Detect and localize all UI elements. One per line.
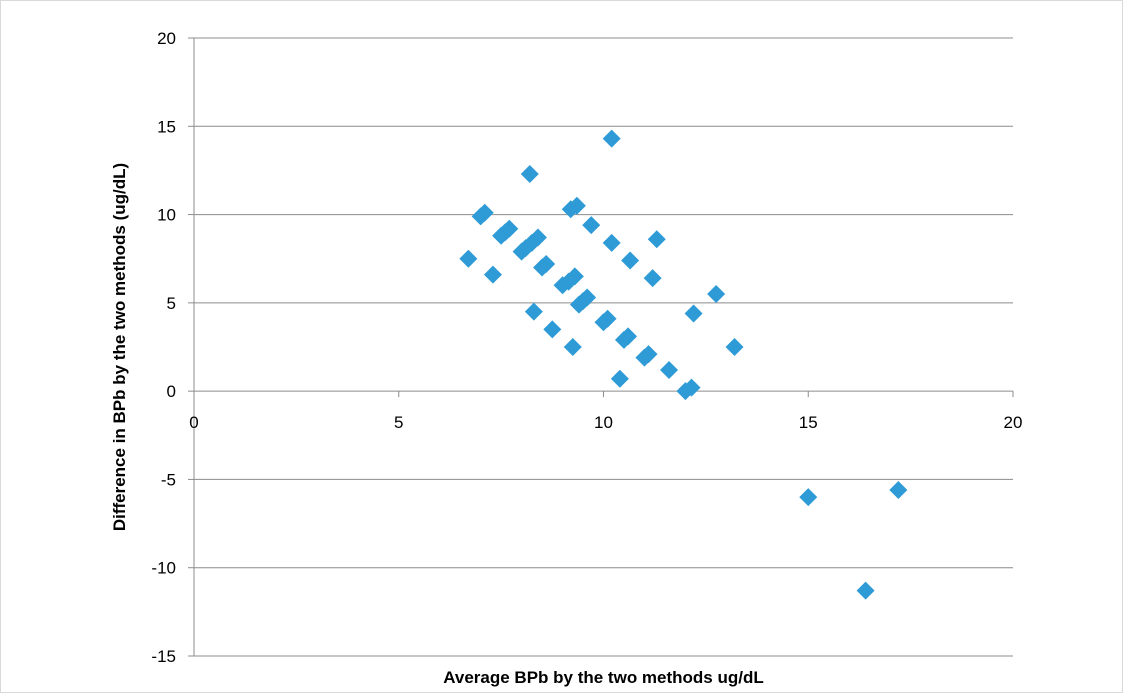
data-point [647,230,666,249]
gridlines [194,37,1013,657]
data-point [682,378,701,397]
data-point [483,265,502,284]
data-point [643,269,662,288]
data-point [543,320,562,339]
data-point [856,581,875,600]
data-point [619,327,638,346]
data-point [567,196,586,215]
data-point [684,304,703,323]
data-point [660,360,679,379]
data-point [565,267,584,286]
data-point [475,203,494,222]
y-tick-labels: -15 -10 -5 0 5 10 15 20 [151,29,176,666]
data-point [563,338,582,356]
x-tick-label: 15 [799,413,818,432]
x-tick-labels: 0 5 10 15 20 [189,413,1022,432]
y-tick-label: 20 [157,29,176,48]
data-point [889,481,908,500]
data-point [707,285,726,304]
data-point [528,228,547,247]
data-point [621,251,640,270]
y-tick-label: -5 [161,470,176,489]
y-axis-title: Difference in BPb by the two methods (ug… [110,163,129,531]
x-tick-label: 0 [189,413,198,432]
data-point [500,219,519,238]
data-point [610,369,629,388]
y-tick-label: 0 [167,382,176,401]
data-point [459,249,478,268]
data-point [799,488,818,507]
x-tick-label: 20 [1004,413,1023,432]
data-point [598,309,617,328]
x-tick-label: 5 [394,413,403,432]
data-point [537,255,556,274]
data-point [520,164,539,183]
y-tick-label: -10 [151,559,176,578]
data-point [602,129,621,148]
data-point [725,338,744,356]
data-point [582,216,601,235]
y-tick-label: 10 [157,206,176,225]
data-point [578,288,597,307]
data-point [524,302,543,321]
x-tick-label: 10 [594,413,613,432]
data-points [459,129,908,600]
x-axis-title: Average BPb by the two methods ug/dL [443,668,764,687]
y-tick-label: 5 [167,294,176,313]
y-tick-label: -15 [151,647,176,666]
data-point [639,345,658,364]
axes [188,37,1014,657]
data-point [602,233,621,252]
y-tick-label: 15 [157,117,176,136]
